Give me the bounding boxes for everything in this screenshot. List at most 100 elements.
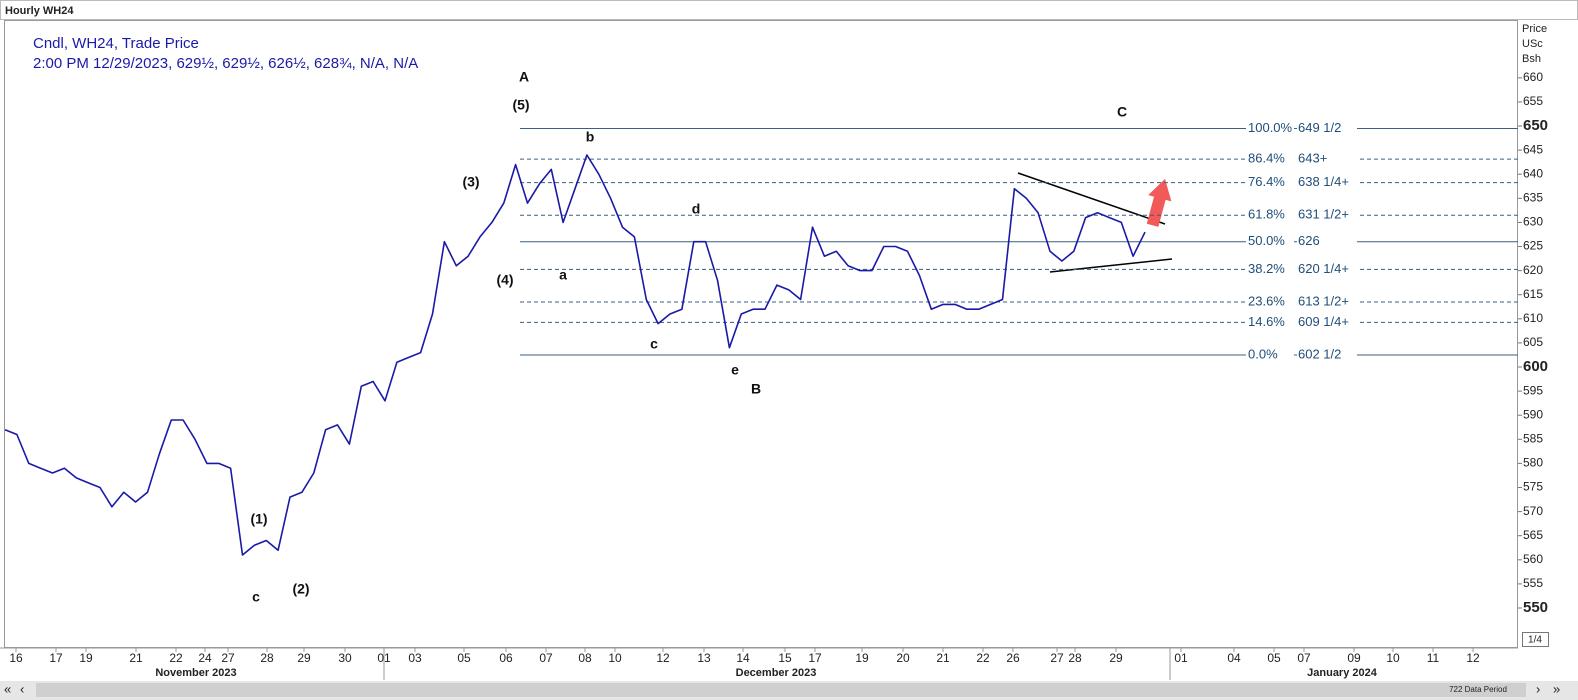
trend-line <box>1017 172 1166 225</box>
scroll-next[interactable]: › <box>1536 681 1540 696</box>
x-tick-label: 28 <box>1068 651 1082 665</box>
y-tick-label: 630 <box>1523 215 1543 229</box>
x-tick-label: 19 <box>855 651 869 665</box>
y-tick-label: 575 <box>1523 480 1543 494</box>
fib-pct: 0.0% <box>1248 346 1278 361</box>
x-tick-label: 10 <box>608 651 622 665</box>
wave-label: C <box>1117 104 1127 120</box>
x-tick-label: 11 <box>1427 651 1440 665</box>
x-tick-label: 20 <box>896 651 910 665</box>
x-tick-label: 12 <box>1466 651 1480 665</box>
y-tick-label: 660 <box>1523 70 1543 84</box>
y-tick-label: 600 <box>1523 358 1548 375</box>
wave-label: d <box>692 201 701 217</box>
month-label: January 2024 <box>1307 667 1378 679</box>
page-box[interactable] <box>1522 632 1549 647</box>
x-tick-label: 17 <box>808 651 822 665</box>
y-tick-label: 570 <box>1523 504 1543 518</box>
fib-price: 602 1/2 <box>1298 346 1341 361</box>
month-label: November 2023 <box>155 667 236 679</box>
fib-label-bg <box>1246 175 1294 190</box>
wave-label: e <box>731 362 739 378</box>
y-axis-label: Price <box>1522 23 1547 35</box>
fib-pct: 23.6% <box>1248 293 1285 308</box>
fib-label-bg <box>1246 152 1294 167</box>
fib-price: 643+ <box>1298 151 1327 166</box>
y-tick-label: 635 <box>1523 190 1543 204</box>
fib-pct: 100.0% <box>1248 120 1293 135</box>
fib-price: 638 1/4+ <box>1298 174 1349 189</box>
fib-pct: 76.4% <box>1248 174 1285 189</box>
chart-title: Hourly WH24 <box>5 5 74 17</box>
fib-label-bg <box>1297 347 1357 362</box>
x-tick-label: 09 <box>1347 651 1361 665</box>
x-tick-label: 17 <box>49 651 63 665</box>
data-period: 722 Data Period <box>1449 685 1507 694</box>
legend-line: Cndl, WH24, Trade Price <box>33 35 199 52</box>
y-tick-label: 620 <box>1523 263 1543 277</box>
wave-label: b <box>586 129 595 145</box>
wave-label: a <box>559 267 567 283</box>
legend-line: 2:00 PM 12/29/2023, 629½, 629½, 626½, 62… <box>33 55 418 72</box>
wave-label: (3) <box>462 174 479 190</box>
fib-price: 613 1/2+ <box>1298 293 1349 308</box>
x-tick-label: 03 <box>408 651 422 665</box>
fib-pct: 61.8% <box>1248 207 1285 222</box>
x-tick-label: 21 <box>936 651 950 665</box>
fib-label-bg <box>1297 208 1357 223</box>
x-tick-label: 05 <box>1267 651 1281 665</box>
y-tick-label: 615 <box>1523 287 1543 301</box>
x-tick-label: 24 <box>198 651 212 665</box>
fib-pct: 50.0% <box>1248 233 1285 248</box>
fib-label-bg <box>1297 262 1357 277</box>
x-tick-label: 29 <box>1109 651 1123 665</box>
scroll-thumb[interactable] <box>36 683 1526 697</box>
y-tick-label: 605 <box>1523 335 1543 349</box>
x-tick-label: 06 <box>499 651 513 665</box>
y-tick-label: 650 <box>1523 117 1548 134</box>
fib-label-bg <box>1297 294 1357 309</box>
wave-label: (5) <box>512 97 529 113</box>
y-tick-label: 550 <box>1523 599 1548 616</box>
scroll-left[interactable]: « <box>4 681 11 696</box>
x-tick-label: 22 <box>169 651 183 665</box>
x-tick-label: 12 <box>656 651 670 665</box>
fib-label-bg <box>1297 121 1357 136</box>
x-tick-label: 29 <box>297 651 311 665</box>
wave-label: B <box>751 381 761 397</box>
fib-price: 626 <box>1298 233 1320 248</box>
wave-label: c <box>650 336 658 352</box>
scroll-right[interactable]: » <box>1553 681 1560 696</box>
fib-label-bg <box>1246 234 1294 249</box>
price-line <box>4 154 1146 556</box>
page-indicator[interactable]: 1/4 <box>1528 635 1542 646</box>
y-tick-label: 610 <box>1523 311 1543 325</box>
x-tick-label: 19 <box>79 651 93 665</box>
fib-label-bg <box>1246 208 1294 223</box>
fib-pct: 38.2% <box>1248 261 1285 276</box>
fib-label-bg <box>1297 152 1357 167</box>
wave-label: c <box>252 589 260 605</box>
x-tick-label: 07 <box>539 651 553 665</box>
x-tick-label: 10 <box>1386 651 1400 665</box>
fib-label-bg <box>1246 315 1294 330</box>
x-tick-label: 08 <box>578 651 592 665</box>
trend-line <box>1049 258 1173 273</box>
x-tick-label: 14 <box>736 651 750 665</box>
fib-label-bg <box>1297 315 1357 330</box>
fib-label-bg <box>1297 234 1357 249</box>
y-axis-label: Bsh <box>1522 53 1541 65</box>
y-tick-label: 560 <box>1523 552 1543 566</box>
scroll-prev[interactable]: ‹ <box>20 681 24 696</box>
y-tick-label: 555 <box>1523 576 1543 590</box>
y-tick-label: 590 <box>1523 407 1543 421</box>
fib-pct: 86.4% <box>1248 151 1285 166</box>
x-tick-label: 26 <box>1006 651 1020 665</box>
fib-price: 631 1/2+ <box>1298 207 1349 222</box>
x-tick-label: 21 <box>129 651 143 665</box>
fib-pct: 14.6% <box>1248 314 1285 329</box>
x-tick-label: 04 <box>1227 651 1241 665</box>
y-tick-label: 580 <box>1523 456 1543 470</box>
y-tick-label: 625 <box>1523 239 1543 253</box>
